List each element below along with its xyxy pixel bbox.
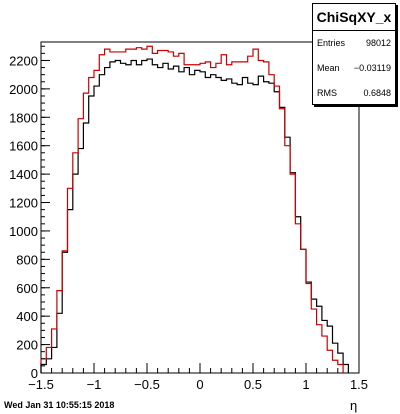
y-tick-label: 1200 bbox=[9, 196, 38, 211]
stats-mean-value: −0.03119 bbox=[353, 63, 391, 73]
stats-box: ChiSqXY_x Entries 98012 Mean −0.03119 RM… bbox=[312, 3, 396, 105]
y-tick-label: 800 bbox=[16, 252, 38, 267]
stats-entries-value: 98012 bbox=[365, 38, 391, 48]
y-tick-label: 400 bbox=[16, 309, 38, 324]
series-black-line bbox=[40, 58, 349, 373]
series-red-line bbox=[40, 45, 344, 373]
stats-rms-label: RMS bbox=[317, 88, 337, 98]
stats-entries-label: Entries bbox=[317, 38, 346, 48]
y-tick-label: 2000 bbox=[9, 82, 38, 97]
y-tick-label: 200 bbox=[16, 338, 38, 353]
x-tick-label: −1 bbox=[87, 377, 102, 392]
y-tick-label: 1000 bbox=[9, 224, 38, 239]
y-tick-label: 0 bbox=[31, 366, 38, 381]
x-tick-label: 0.5 bbox=[244, 377, 262, 392]
x-tick-label: 1.5 bbox=[350, 377, 368, 392]
stats-title: ChiSqXY_x bbox=[313, 4, 395, 31]
y-tick-label: 1600 bbox=[9, 139, 38, 154]
stats-rms-value: 0.6848 bbox=[363, 88, 391, 98]
x-tick-label: 0 bbox=[196, 377, 203, 392]
x-tick-label: 1 bbox=[302, 377, 309, 392]
y-tick-label: 1800 bbox=[9, 110, 38, 125]
stats-row-rms: RMS 0.6848 bbox=[313, 81, 395, 106]
datestamp: Wed Jan 31 10:55:15 2018 bbox=[4, 400, 115, 410]
stats-row-mean: Mean −0.03119 bbox=[313, 56, 395, 81]
y-tick-label: 1400 bbox=[9, 167, 38, 182]
x-tick-label: −0.5 bbox=[134, 377, 160, 392]
x-axis-label: η bbox=[350, 398, 358, 413]
y-tick-label: 600 bbox=[16, 281, 38, 296]
x-tick-label: −1.5 bbox=[28, 377, 54, 392]
y-tick-label: 2200 bbox=[9, 53, 38, 68]
stats-mean-label: Mean bbox=[317, 63, 340, 73]
stats-row-entries: Entries 98012 bbox=[313, 31, 395, 56]
